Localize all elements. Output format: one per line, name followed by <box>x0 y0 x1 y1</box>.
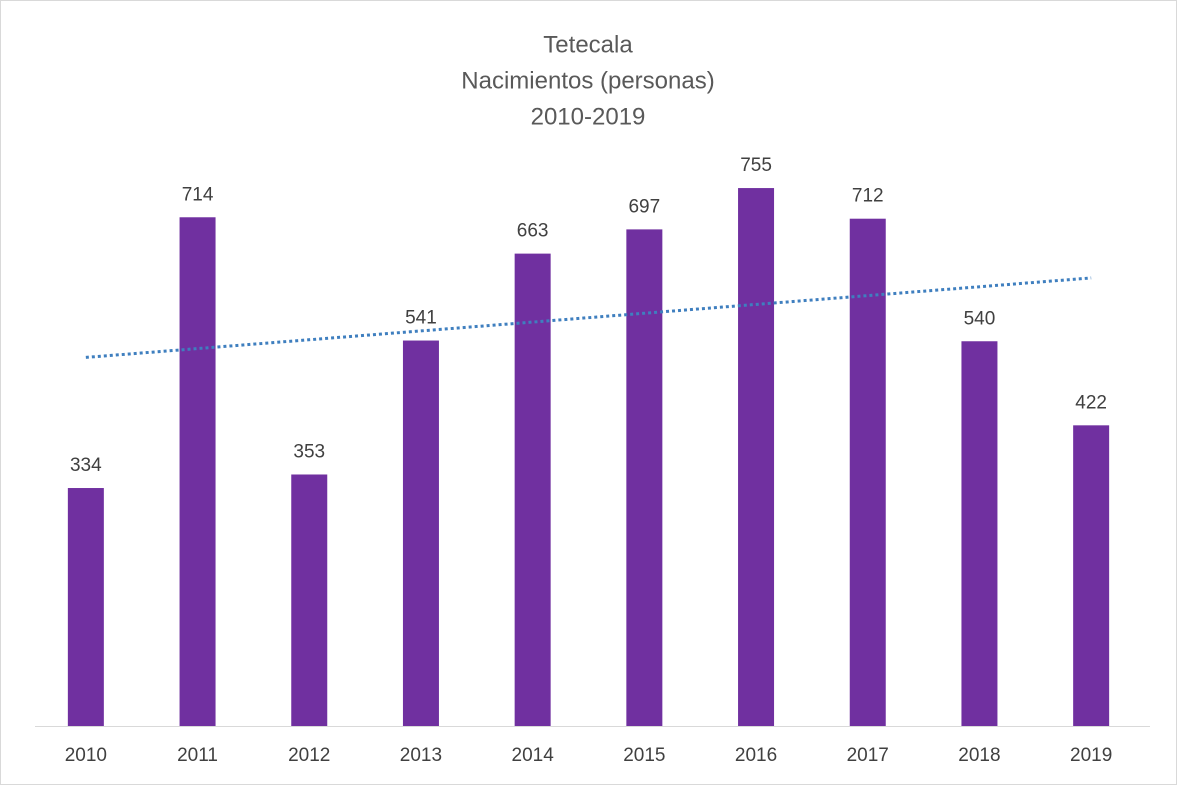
data-label: 334 <box>70 455 102 476</box>
chart-title: 2010-2019 <box>531 103 646 130</box>
bar <box>849 218 886 726</box>
x-tick-label: 2019 <box>1070 745 1112 766</box>
x-tick-label: 2012 <box>288 745 330 766</box>
x-tick-label: 2015 <box>623 745 665 766</box>
x-tick-label: 2016 <box>735 745 777 766</box>
x-tick-label: 2010 <box>65 745 107 766</box>
chart-title: Tetecala <box>543 31 633 58</box>
data-label: 663 <box>517 221 549 242</box>
data-label: 422 <box>1075 392 1107 413</box>
data-label: 712 <box>852 186 884 207</box>
data-label: 755 <box>740 155 772 176</box>
bar <box>626 229 663 726</box>
data-label: 353 <box>293 442 325 463</box>
data-label: 697 <box>628 196 660 217</box>
bar <box>514 253 551 727</box>
x-tick-label: 2013 <box>400 745 442 766</box>
x-tick-label: 2018 <box>958 745 1000 766</box>
data-label: 540 <box>964 308 996 329</box>
x-tick-label: 2014 <box>512 745 555 766</box>
bar <box>1073 425 1110 726</box>
bar <box>961 341 998 726</box>
bar <box>67 488 104 726</box>
x-tick-label: 2011 <box>177 745 218 766</box>
bar <box>179 217 216 726</box>
data-label: 714 <box>182 184 214 205</box>
bar <box>738 188 775 726</box>
bar <box>291 474 328 726</box>
trendline <box>85 276 1092 359</box>
chart-title: Nacimientos (personas) <box>461 67 714 94</box>
bar <box>402 340 439 726</box>
x-tick-label: 2017 <box>847 745 889 766</box>
data-label: 541 <box>405 308 437 329</box>
